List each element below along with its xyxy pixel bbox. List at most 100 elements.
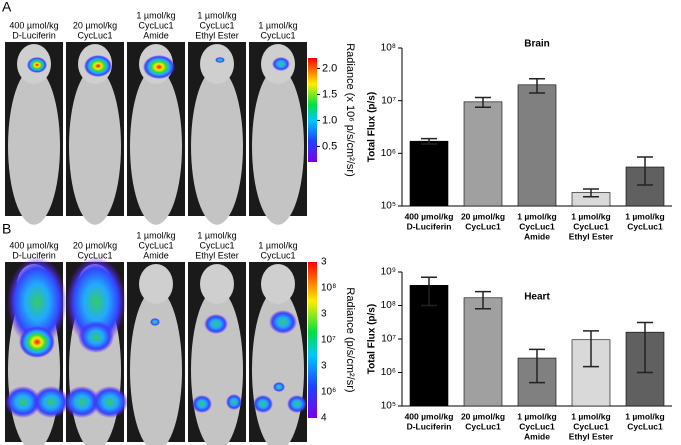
bar bbox=[463, 101, 503, 207]
x-tick-label: D-Luciferin bbox=[407, 221, 452, 231]
image-label: Ethyl Ester bbox=[195, 30, 239, 40]
signal bbox=[150, 318, 160, 326]
x-tick-label: CycLuc1 bbox=[465, 421, 501, 431]
x-tick-label: 20 µmol/kg bbox=[461, 211, 505, 221]
x-tick-label: CycLuc1 bbox=[519, 421, 555, 431]
image-label: CycLuc1 bbox=[199, 240, 234, 250]
y-tick-label: 10⁵ bbox=[381, 201, 396, 212]
x-tick-label: 400 µmol/kg bbox=[405, 211, 454, 221]
signal bbox=[7, 257, 67, 347]
image-label: 20 µmol/kg bbox=[73, 20, 117, 30]
colorbar-tick-label: 10⁷ bbox=[321, 335, 336, 346]
image-label: 20 µmol/kg bbox=[73, 240, 117, 250]
signal bbox=[84, 55, 112, 77]
mouse-body bbox=[130, 289, 182, 445]
signal bbox=[19, 326, 55, 358]
y-tick-label: 10⁸ bbox=[381, 300, 396, 311]
image-label: CycLuc1 bbox=[77, 250, 112, 260]
x-tick-label: CycLuc1 bbox=[465, 221, 501, 231]
image-label: D-Luciferin bbox=[12, 30, 56, 40]
x-tick-label: 1 µmol/kg bbox=[517, 211, 556, 221]
x-tick-label: CycLuc1 bbox=[627, 421, 663, 431]
x-tick-label: Amide bbox=[524, 231, 550, 241]
colorbar-tick-label: 3 bbox=[321, 361, 327, 372]
x-tick-label: 1 µmol/kg bbox=[571, 411, 610, 421]
mouse-body bbox=[252, 68, 304, 225]
signal bbox=[215, 57, 225, 63]
mouse-head bbox=[200, 264, 234, 304]
bar bbox=[409, 140, 449, 207]
x-tick-label: Amide bbox=[524, 431, 550, 441]
signal bbox=[287, 395, 307, 413]
signal bbox=[273, 382, 285, 392]
image-label: 1 µmol/kg bbox=[197, 230, 236, 240]
error-bar bbox=[583, 330, 599, 368]
signal bbox=[143, 55, 175, 79]
mouse-head bbox=[200, 44, 234, 84]
x-tick-label: 1 µmol/kg bbox=[517, 411, 556, 421]
signal bbox=[226, 394, 242, 410]
error-bar bbox=[475, 96, 491, 108]
x-tick-label: Ethyl Ester bbox=[569, 231, 614, 241]
colorbar-tick-label: 10⁶ bbox=[321, 387, 336, 398]
x-tick-label: CycLuc1 bbox=[627, 221, 663, 231]
bar bbox=[463, 297, 503, 407]
chart-title: Heart bbox=[524, 292, 550, 303]
error-bar bbox=[637, 156, 653, 186]
x-tick-label: Ethyl Ester bbox=[569, 431, 614, 441]
image-label: 1 µmol/kg bbox=[258, 240, 297, 250]
x-tick-label: D-Luciferin bbox=[407, 421, 452, 431]
colorbar-title: Radiance (x 10⁶ p/s/cm²/sr) bbox=[344, 43, 356, 177]
y-tick-label: 10⁷ bbox=[381, 334, 396, 345]
y-tick-label: 10⁸ bbox=[381, 43, 396, 54]
y-tick-label: 10⁵ bbox=[381, 401, 396, 412]
colorbar bbox=[308, 58, 317, 162]
image-label: Amide bbox=[143, 30, 169, 40]
colorbar-tick-label: 1.5 bbox=[322, 88, 337, 100]
image-label: 1 µmol/kg bbox=[197, 10, 236, 20]
image-label: 400 µmol/kg bbox=[9, 240, 58, 250]
y-axis-label: Total Flux (p/s) bbox=[367, 304, 378, 374]
mouse-body bbox=[8, 68, 60, 225]
colorbar-tick-label: 1.0 bbox=[322, 114, 337, 126]
colorbar-tick-label: 2.0 bbox=[322, 62, 337, 74]
image-label: CycLuc1 bbox=[260, 30, 295, 40]
x-tick-label: 1 µmol/kg bbox=[571, 211, 610, 221]
image-label: CycLuc1 bbox=[77, 30, 112, 40]
x-tick-label: 400 µmol/kg bbox=[405, 411, 454, 421]
panel-label: B bbox=[2, 221, 11, 237]
signal bbox=[33, 386, 69, 418]
x-tick-label: 1 µmol/kg bbox=[625, 211, 664, 221]
error-bar bbox=[637, 321, 653, 374]
signal bbox=[204, 314, 228, 334]
signal bbox=[78, 321, 114, 353]
signal bbox=[92, 386, 128, 418]
error-bar bbox=[529, 78, 545, 94]
colorbar-tick-label: 10⁸ bbox=[321, 283, 336, 294]
x-tick-label: CycLuc1 bbox=[519, 221, 555, 231]
image-label: Ethyl Ester bbox=[195, 250, 239, 260]
signal bbox=[5, 386, 41, 418]
colorbar-tick-label: 3 bbox=[321, 309, 327, 320]
signal bbox=[272, 57, 290, 71]
y-tick-label: 10⁶ bbox=[381, 148, 396, 159]
mouse-body bbox=[69, 68, 121, 225]
y-tick-label: 10⁹ bbox=[381, 267, 396, 278]
mouse-body bbox=[191, 289, 243, 445]
signal bbox=[192, 395, 212, 413]
colorbar bbox=[308, 262, 317, 418]
signal bbox=[27, 57, 47, 73]
panel-label: A bbox=[2, 0, 12, 15]
bar bbox=[517, 84, 557, 207]
x-tick-label: CycLuc1 bbox=[573, 221, 609, 231]
colorbar-title: Radiance (p/s/cm²/sr) bbox=[344, 287, 356, 392]
image-label: CycLuc1 bbox=[260, 250, 295, 260]
image-label: CycLuc1 bbox=[138, 20, 173, 30]
image-label: D-Luciferin bbox=[12, 250, 56, 260]
mouse-head bbox=[139, 264, 173, 304]
mouse-body bbox=[191, 68, 243, 225]
x-tick-label: 1 µmol/kg bbox=[625, 411, 664, 421]
error-bar bbox=[583, 188, 599, 198]
colorbar-tick-label: 4 bbox=[321, 413, 327, 424]
